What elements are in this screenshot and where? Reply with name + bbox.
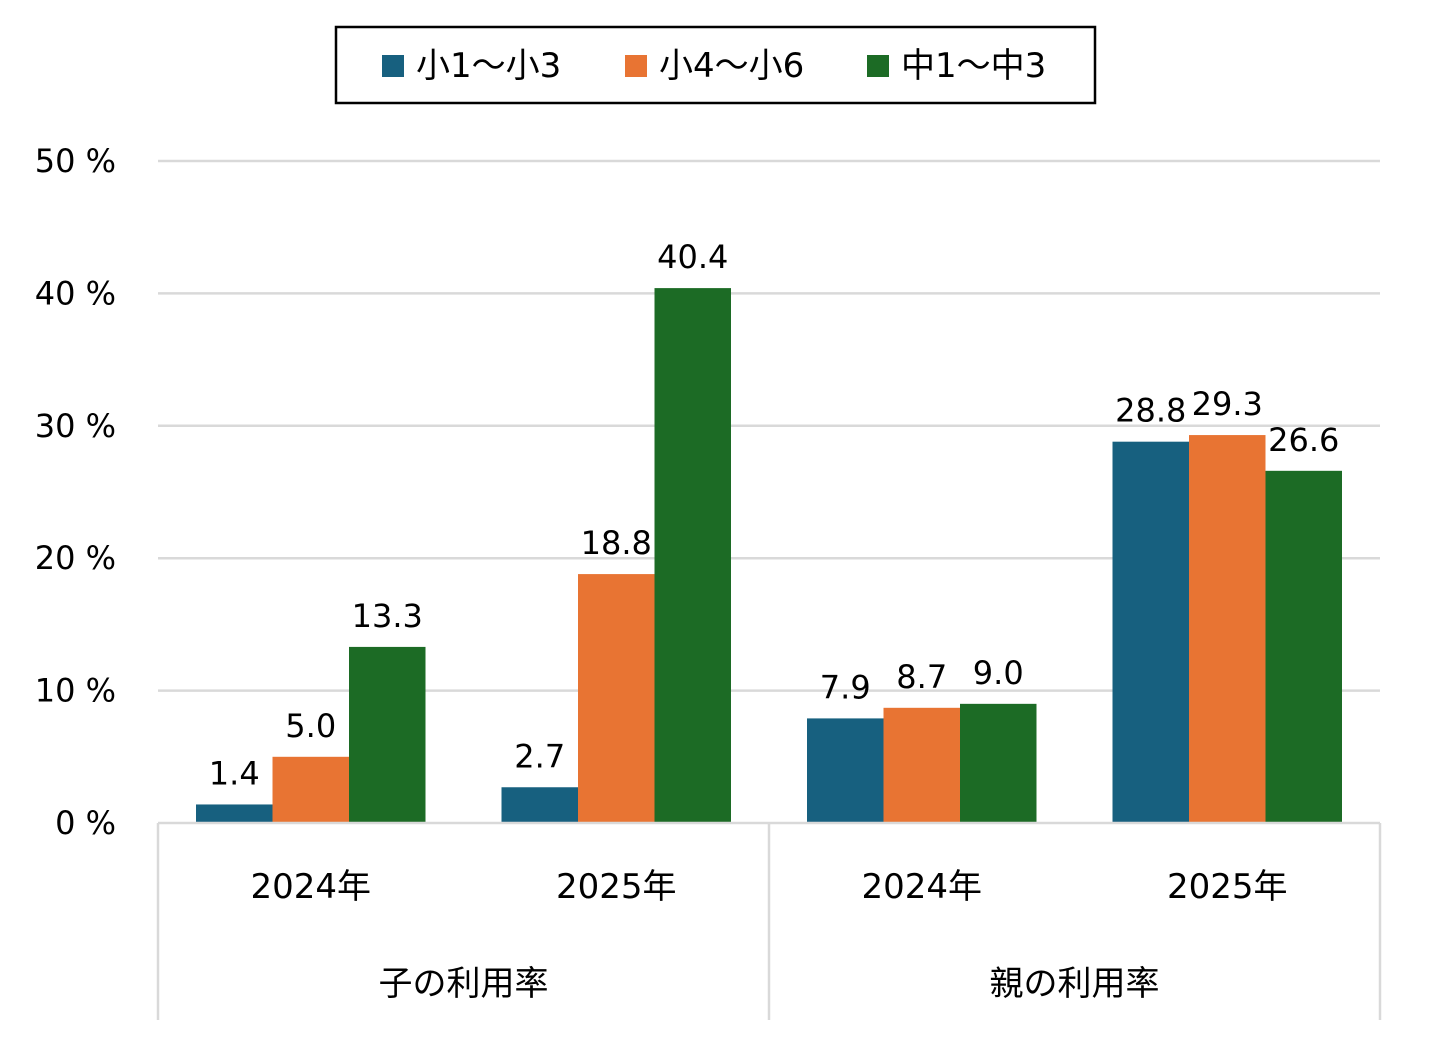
bar: [1189, 435, 1266, 823]
legend: 小1～小3 小4～小6 中1～中3: [334, 25, 1097, 105]
y-axis: 0 % 10 % 20 % 30 % 40 % 50 %: [35, 142, 116, 842]
data-label: 40.4: [657, 238, 728, 276]
data-label: 26.6: [1268, 421, 1339, 459]
data-label: 29.3: [1192, 385, 1263, 423]
bar: [578, 574, 655, 823]
data-label: 1.4: [209, 754, 260, 792]
y-tick-label: 30 %: [35, 407, 116, 445]
y-tick-label: 20 %: [35, 539, 116, 577]
y-tick-label: 0 %: [55, 804, 116, 842]
x-group-label: 親の利用率: [990, 964, 1160, 1004]
x-category-label: 2025年: [1167, 867, 1288, 907]
data-label: 28.8: [1115, 392, 1186, 430]
bar: [272, 756, 349, 823]
legend-entry: 小1～小3: [416, 46, 561, 86]
legend-box: [334, 25, 1097, 105]
bar: [960, 703, 1037, 823]
data-label: 13.3: [352, 597, 423, 635]
legend-swatch: [867, 55, 889, 77]
legend-entry: 中1～中3: [901, 46, 1046, 86]
y-tick-label: 10 %: [35, 672, 116, 710]
bar: [501, 787, 578, 823]
x-group-label: 子の利用率: [379, 964, 549, 1004]
y-tick-label: 40 %: [35, 274, 116, 312]
data-label: 9.0: [973, 654, 1024, 692]
x-category-label: 2024年: [861, 867, 982, 907]
data-label: 2.7: [514, 737, 565, 775]
legend-swatch: [625, 55, 647, 77]
data-label: 18.8: [581, 524, 652, 562]
legend-entry: 小4～小6: [659, 46, 804, 86]
data-labels: 1.4 5.0 13.3 2.7 18.8 40.4 7.9 8.7 9.0 28.8 29.326…: [209, 238, 1340, 792]
x-category-label: 2025年: [556, 867, 677, 907]
x-category-label: 2024年: [250, 867, 371, 907]
data-label: 8.7: [896, 658, 947, 696]
bar: [883, 707, 960, 823]
bar: [196, 804, 273, 823]
y-tick-label: 50 %: [35, 142, 116, 180]
data-label: 7.9: [820, 668, 871, 706]
bar: [654, 288, 731, 823]
bar: [1112, 441, 1189, 823]
bar: [1265, 470, 1342, 823]
bars: [196, 288, 1342, 823]
data-label: 5.0: [285, 707, 336, 745]
legend-swatch: [382, 55, 404, 77]
bar: [807, 718, 884, 823]
bar: [349, 646, 426, 823]
